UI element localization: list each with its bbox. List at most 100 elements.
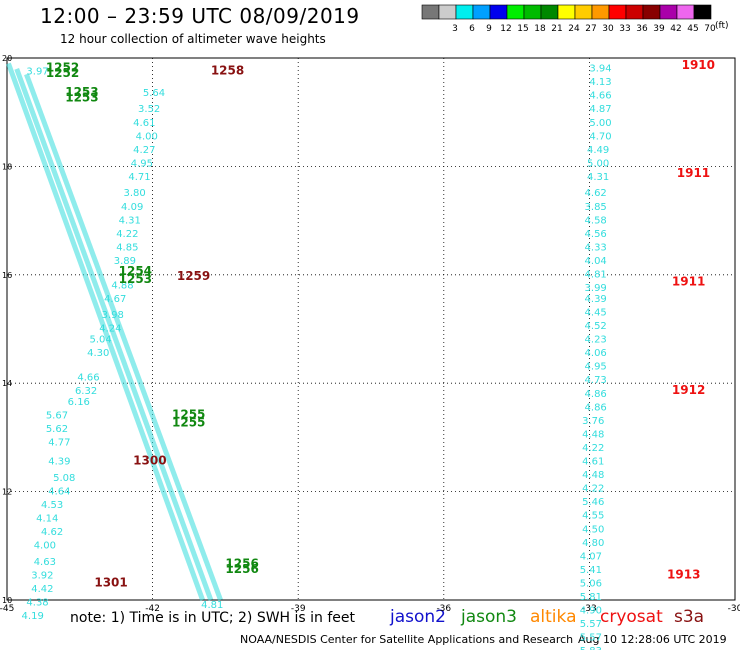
wave-height-value: 4.77 [48,438,70,449]
wave-height-value: 4.58 [585,215,607,226]
wave-height-value: 4.55 [582,511,604,522]
wave-height-value: 4.07 [580,551,602,562]
wave-height-value: 4.53 [41,500,63,511]
pass-time-label: 1911 [677,166,710,180]
legend-altika: altika [530,607,577,627]
wave-height-value: 4.63 [34,557,56,568]
pass-time-label: 1255 [172,416,205,430]
scale-label: 45 [687,24,698,34]
scale-label: 39 [653,24,665,34]
pass-time-label: 1913 [667,567,700,581]
wave-height-value: 3.99 [585,283,607,294]
wave-height-value: 4.39 [585,294,607,305]
wave-height-value: 4.04 [585,256,607,267]
wave-height-value: 5.00 [587,158,609,169]
chart-subtitle: 12 hour collection of altimeter wave hei… [60,32,326,46]
wave-height-value: 4.71 [128,172,150,183]
wave-height-value: 4.27 [133,145,155,156]
wave-height-value: 4.81 [585,270,607,281]
wave-height-value: 3.85 [585,202,607,213]
scale-label: 24 [568,24,580,34]
x-tick-label: -30 [728,604,740,614]
pass-time-label: 1910 [682,58,715,72]
pass-time-label: 1253 [65,90,98,104]
wave-height-value: 6.32 [75,386,97,397]
wave-height-value: 3.80 [123,188,145,199]
wave-height-value: 4.56 [585,229,607,240]
wave-height-value: 4.87 [589,104,611,115]
wave-height-value: 3.97 [26,66,48,77]
legend-jason2: jason2 [390,607,446,627]
y-tick-label: 16 [2,271,12,280]
scale-label: 30 [602,24,614,34]
wave-height-value: 3.92 [31,570,53,581]
wave-height-value: 3.89 [114,256,136,267]
legend-jason3: jason3 [461,607,517,627]
scale-label: 3 [452,24,458,34]
wave-height-value: 4.06 [585,348,607,359]
wave-height-value: 4.48 [582,470,604,481]
y-tick-label: 10 [2,596,12,605]
scale-label: 12 [500,24,511,34]
legend-s3a: s3a [674,607,705,627]
wave-height-value: 4.22 [116,229,138,240]
scale-label: 70 [704,24,716,34]
generated-timestamp: Aug 10 12:28:06 UTC 2019 [578,633,727,646]
wave-height-value: 4.31 [587,172,609,183]
plot-frame [6,57,736,601]
wave-height-value: 5.06 [580,578,602,589]
pass-time-label: 1255 [172,407,205,421]
wave-height-value: 4.30 [87,348,109,359]
wave-height-value: 4.19 [22,611,44,622]
chart-title: 12:00 – 23:59 UTC 08/09/2019 [40,4,360,28]
wave-height-value: 4.50 [582,524,604,535]
wave-height-value: 4.33 [585,242,607,253]
satellite-track [14,67,214,601]
wave-height-value: 4.49 [587,145,609,156]
wave-height-value: 4.95 [585,362,607,373]
color-scale-unit: (ft) [715,21,729,31]
wave-height-value: 4.64 [48,486,70,497]
wave-height-value: 3.98 [102,310,124,321]
wave-height-value: 3.52 [138,104,160,115]
wave-height-value: 4.88 [111,280,133,291]
wave-height-value: 4.62 [585,188,607,199]
scale-label: 6 [469,24,475,34]
y-tick-label: 20 [2,54,12,63]
pass-time-label: 1912 [672,383,705,397]
pass-time-label: 1300 [133,454,166,468]
wave-height-value: 4.61 [582,457,604,468]
wave-height-value: 4.38 [26,597,48,608]
wave-height-value: 4.85 [116,242,138,253]
wave-height-value: 4.39 [48,457,70,468]
y-tick-label: 18 [2,162,12,171]
wave-height-value: 4.61 [133,118,155,129]
scale-label: 9 [486,24,492,34]
wave-height-value: 4.42 [31,584,53,595]
wave-height-value: 5.83 [580,646,602,650]
wave-height-value: 5.00 [589,118,611,129]
pass-time-label: 1252 [46,61,79,75]
wave-height-value: 5.81 [580,592,602,603]
wave-height-value: 4.81 [201,600,223,611]
wave-height-value: 4.22 [582,443,604,454]
wave-height-value: 4.66 [589,91,611,102]
pass-time-label: 1258 [211,63,244,77]
wave-height-value: 4.23 [585,335,607,346]
units-note: note: 1) Time is in UTC; 2) SWH is in fe… [70,610,356,626]
wave-height-value: 4.14 [36,513,58,524]
wave-height-value: 6.16 [68,397,90,408]
x-tick-label: -36 [436,604,451,614]
wave-height-value: 5.62 [46,424,68,435]
wave-height-value: 4.09 [121,202,143,213]
wave-height-value: 4.70 [589,131,611,142]
wave-height-value: 4.80 [582,538,604,549]
y-tick-label: 12 [2,488,12,497]
credit-line: NOAA/NESDIS Center for Satellite Applica… [240,633,574,646]
wave-height-value: 4.45 [585,307,607,318]
wave-height-value: 4.31 [119,215,141,226]
wave-height-value: 4.62 [41,527,63,538]
scale-label: 18 [534,24,546,34]
wave-height-value: 4.66 [77,372,99,383]
wave-height-value: 4.24 [99,324,121,335]
